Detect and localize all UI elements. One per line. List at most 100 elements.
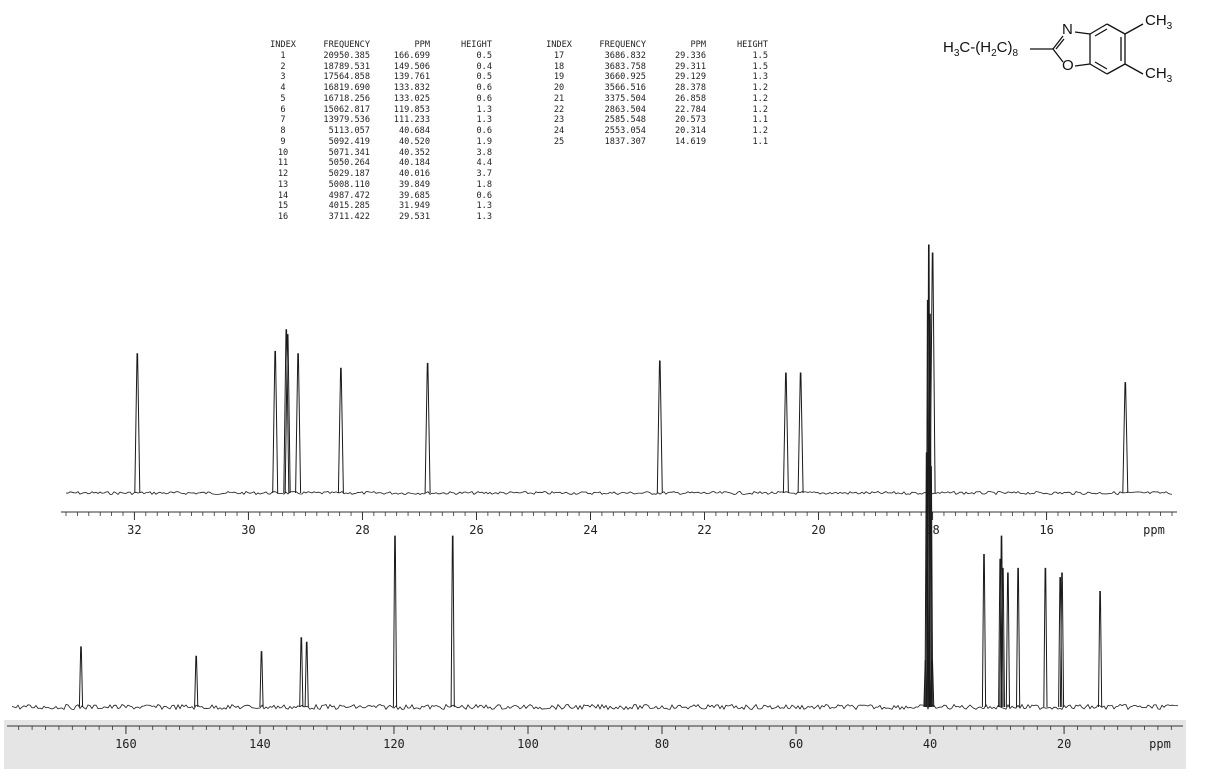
spectrum-peak [337,367,344,494]
peak-ppm: 28.378 [674,83,706,93]
peak-table-right: INDEX FREQUENCY PPM HEIGHT 17 3686.832 29.… [538,40,768,148]
peak-index: 24 [553,126,565,136]
spectrum-peak [929,466,934,708]
peak-ppm: 31.949 [398,201,430,212]
peak-frequency: 17564.858 [323,72,370,83]
x-tick-label: 60 [789,737,803,751]
x-tick-label: 160 [115,737,137,751]
peak-height: 0.6 [476,93,492,104]
spectrum-peak [284,334,291,494]
peak-height: 1.2 [752,104,768,115]
peak-table-row: 12 5029.187 40.016 3.7 [262,169,492,180]
peak-frequency: 3686.832 [604,50,646,61]
alkyl-chain-label: H3C-(H2C)8 [943,39,1019,59]
peak-frequency: 16819.690 [323,83,370,93]
peak-frequency: 3375.504 [604,93,646,104]
peak-ppm: 166.699 [393,50,430,61]
peak-index: 22 [553,104,565,115]
spectrum-peak [259,651,264,708]
x-tick-label: 16 [1039,523,1053,537]
peak-table-row: 5 16718.256 133.025 0.6 [262,94,492,105]
peak-height: 1.2 [752,93,768,104]
peak-ppm: 133.025 [393,93,430,104]
spectrum-peak [450,535,455,708]
peak-frequency: 2585.548 [604,115,646,126]
spectrum-peak [656,360,663,494]
peak-height: 1.3 [752,72,768,83]
peak-index: 2 [280,61,286,72]
peak-table-row: 14 4987.472 39.685 0.6 [262,191,492,202]
peak-ppm: 119.853 [393,104,430,115]
peak-height: 1.2 [752,83,768,93]
peak-index: 5 [280,93,286,104]
spectrum-peak [1098,591,1103,708]
methyl-bottom-label: CH3 [1145,65,1173,85]
spectrum-peak [134,353,141,494]
peak-height: 0.5 [476,72,492,83]
peak-frequency: 4987.472 [328,190,370,201]
peak-index: 15 [277,201,289,212]
x-tick-label: 40 [923,737,937,751]
peak-table-left: INDEX FREQUENCY PPM HEIGHT 1 20950.385 166… [262,40,492,223]
header-height: HEIGHT [460,40,492,50]
baseline-trace [11,703,1179,711]
x-tick-label: 80 [655,737,669,751]
peak-frequency: 18789.531 [323,61,370,72]
spectrum-peak [1043,567,1048,708]
x-tick-label: 22 [697,523,711,537]
peak-index: 4 [280,83,286,93]
peak-frequency: 20950.385 [323,50,370,61]
peak-table-row: 8 5113.057 40.684 0.6 [262,126,492,137]
x-tick-label: 20 [811,523,825,537]
peak-index: 23 [553,115,565,126]
spectrum-peak [1059,572,1065,708]
peak-frequency: 4015.285 [328,201,370,212]
peak-ppm: 149.506 [393,61,430,72]
peak-height: 1.1 [752,115,768,126]
peak-table-row: 7 13979.536 111.233 1.3 [262,115,492,126]
x-tick-label: 24 [583,523,597,537]
spectrum-peak [782,372,789,494]
peak-ppm: 111.233 [393,115,430,126]
peak-height: 1.8 [476,179,492,190]
x-tick-label: 20 [1057,737,1071,751]
peak-table-row: 24 2553.054 20.314 1.2 [538,126,768,137]
baseline-trace [65,490,1173,496]
peak-index: 17 [553,50,565,61]
peak-height: 4.4 [476,158,492,169]
peak-index: 8 [280,126,286,136]
peak-frequency: 5113.057 [328,126,370,136]
peak-ppm: 40.684 [398,126,430,136]
peak-ppm: 133.832 [393,83,430,93]
peak-frequency: 13979.536 [323,115,370,126]
benzoxazole-ring-drawing [1030,23,1144,75]
peak-frequency: 1837.307 [604,136,646,147]
peak-frequency: 3660.925 [604,72,646,83]
peak-frequency: 5071.341 [328,147,370,158]
spectrum-peak [1005,572,1010,708]
spectrum-peak [194,655,199,708]
peak-frequency: 5008.110 [328,179,370,190]
peak-table-row: 10 5071.341 40.352 3.8 [262,148,492,159]
spectrum-peak [926,244,931,708]
peak-ppm: 39.849 [398,179,430,190]
peak-ppm: 139.761 [393,72,430,83]
peak-index: 16 [277,212,289,222]
peak-table-row: 21 3375.504 26.858 1.2 [538,94,768,105]
peak-index: 19 [553,72,565,83]
peak-table-header: INDEX FREQUENCY PPM HEIGHT [538,40,768,51]
peak-ppm: 29.531 [398,212,430,222]
peak-table-row: 3 17564.858 139.761 0.5 [262,72,492,83]
peak-index: 25 [553,136,565,147]
peak-index: 12 [277,169,289,179]
peak-frequency: 5029.187 [328,169,370,179]
spectrum-peak [1122,382,1129,494]
spectrum-peak [981,554,987,708]
spectrum-peak [78,646,84,708]
spectrum-peak [1000,567,1005,708]
peak-index: 9 [280,136,286,147]
peak-index: 14 [277,190,289,201]
x-tick-label: 100 [517,737,539,751]
spectrum-peak [392,535,398,708]
peak-ppm: 14.619 [674,136,706,147]
